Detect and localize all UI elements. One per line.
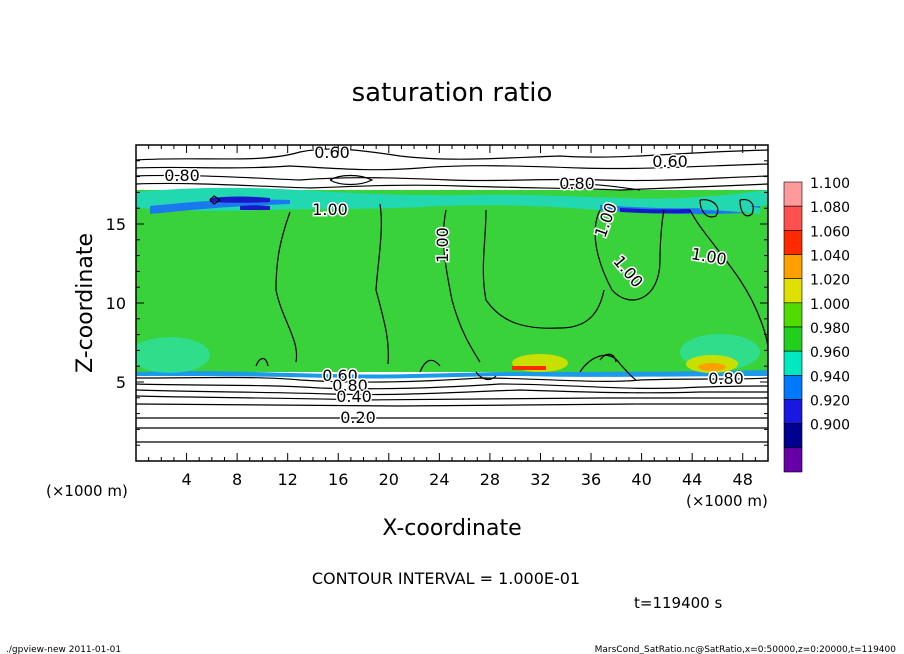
x-unit-right: (×1000 m) [686,492,768,510]
contour-label: 0.60 [314,143,350,162]
footer-right: MarsCond_SatRatio.nc@SatRatio,x=0:50000,… [595,645,897,654]
colorbar-swatch [783,447,803,473]
colorbar-label: 0.940 [810,369,850,385]
x-axis-title: X-coordinate [382,516,521,541]
colorbar-label: 0.920 [810,394,850,410]
colorbar-swatch [783,205,803,231]
x-tick-label: 12 [278,470,298,489]
x-tick-label: 44 [682,470,702,489]
contour-label: 0.40 [336,387,372,406]
colorbar-label: 1.040 [810,249,850,265]
colorbar-swatch [783,350,803,376]
contour-label: 1.00 [433,227,452,263]
x-tick-label: 48 [733,470,753,489]
x-tick-label: 24 [429,470,449,489]
x-tick-label: 8 [232,470,242,489]
colorbar-label: 1.000 [810,297,850,313]
colorbar-swatch [783,302,803,328]
y-axis-title: Z-coordinate [73,233,98,373]
colorbar-swatch [783,181,803,207]
contour-label: 0.80 [708,369,744,388]
x-tick-label: 36 [581,470,601,489]
x-unit-left: (×1000 m) [46,482,128,500]
x-tick-label: 28 [480,470,500,489]
colorbar-swatch [783,254,803,279]
chart-title: saturation ratio [352,78,553,108]
x-tick-label: 20 [379,470,399,489]
colorbar-label: 0.900 [810,418,850,434]
contour-label: 0.80 [559,174,595,193]
saturated-region [136,190,768,372]
colorbar-label: 1.100 [810,176,850,192]
colorbar-label: 1.060 [810,224,850,240]
y-tick-label: 10 [106,294,126,313]
x-tick-label: 32 [530,470,550,489]
colorbar-swatch [783,423,803,449]
contour-interval: CONTOUR INTERVAL = 1.000E-01 [312,569,580,588]
y-tick-label: 5 [116,373,126,392]
contour-label: 0.80 [164,166,200,185]
time-label: t=119400 s [634,594,722,612]
y-axis: 5 10 15 [106,160,768,446]
x-tick-label: 40 [631,470,651,489]
y-tick-label: 15 [106,215,126,234]
contour-label: 0.80 [332,376,368,395]
contour-label: 1.00 [312,200,348,219]
footer-left: ./gpview-new 2011-01-01 [6,645,121,654]
colorbar-label: 1.020 [810,273,850,289]
colorbar-swatch [783,399,803,424]
x-tick-label: 4 [181,470,191,489]
colorbar-label: 1.080 [810,200,850,216]
colorbar-swatch [783,278,803,304]
colorbar-label: 0.980 [810,321,850,337]
colorbar-swatch [783,230,803,255]
contour-label: 0.60 [652,152,688,171]
colorbar-swatch [783,375,803,400]
contour-label: 0.20 [340,408,376,427]
colorbar-swatch [783,326,803,352]
contour-label: 0.60 [322,366,358,385]
colorbar: 1.100 1.080 1.060 1.040 1.020 1.000 0.980 0.960… [783,176,850,473]
plot-area: 0.60 0.60 0.80 0.80 1.00 1.00 1.00 1.00 … [136,143,768,461]
x-axis: 4 8 12 16 20 24 28 32 36 40 44 48 [148,145,756,489]
x-tick-label: 16 [328,470,348,489]
colorbar-label: 0.960 [810,345,850,361]
